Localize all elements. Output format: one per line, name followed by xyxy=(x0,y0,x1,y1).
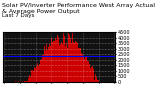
Bar xyxy=(85,56,86,82)
Bar xyxy=(83,57,84,82)
Bar xyxy=(81,53,82,82)
Bar xyxy=(28,78,29,82)
Bar xyxy=(97,80,98,82)
Bar xyxy=(33,71,34,82)
Bar xyxy=(57,35,58,82)
Bar xyxy=(62,44,63,82)
Bar xyxy=(52,42,53,82)
Bar xyxy=(59,45,60,82)
Bar xyxy=(76,42,77,82)
Bar xyxy=(88,61,89,82)
Bar xyxy=(54,41,55,82)
Bar xyxy=(67,48,68,82)
Text: Solar PV/Inverter Performance West Array Actual & Average Power Output: Solar PV/Inverter Performance West Array… xyxy=(2,3,155,14)
Bar xyxy=(40,60,41,82)
Bar xyxy=(60,44,61,82)
Bar xyxy=(48,47,49,82)
Bar xyxy=(75,41,76,82)
Bar xyxy=(90,68,91,82)
Bar xyxy=(24,81,25,82)
Bar xyxy=(43,56,44,82)
Bar xyxy=(72,33,73,82)
Bar xyxy=(44,46,45,82)
Bar xyxy=(42,55,43,82)
Bar xyxy=(51,38,52,82)
Bar xyxy=(53,41,54,82)
Text: Last 7 Days: Last 7 Days xyxy=(2,13,34,18)
Bar xyxy=(38,66,39,82)
Bar xyxy=(87,61,88,82)
Bar xyxy=(91,67,92,82)
Bar xyxy=(69,35,70,82)
Bar xyxy=(95,74,96,82)
Bar xyxy=(78,48,79,82)
Bar xyxy=(45,50,46,82)
Bar xyxy=(55,34,56,82)
Bar xyxy=(35,68,36,82)
Bar xyxy=(26,81,27,82)
Bar xyxy=(66,43,67,82)
Bar xyxy=(34,67,35,82)
Bar xyxy=(41,59,42,82)
Bar xyxy=(46,44,47,82)
Bar xyxy=(30,77,31,82)
Bar xyxy=(68,32,69,82)
Bar xyxy=(80,48,81,82)
Bar xyxy=(65,46,66,82)
Bar xyxy=(36,66,37,82)
Bar xyxy=(39,64,40,82)
Bar xyxy=(74,43,75,82)
Bar xyxy=(86,57,87,82)
Bar xyxy=(29,75,30,82)
Bar xyxy=(50,46,51,82)
Bar xyxy=(58,37,59,82)
Bar xyxy=(25,81,26,82)
Bar xyxy=(22,81,23,82)
Bar xyxy=(37,63,38,82)
Bar xyxy=(94,80,95,82)
Bar xyxy=(70,38,71,82)
Bar xyxy=(27,81,28,82)
Bar xyxy=(79,48,80,82)
Bar xyxy=(77,43,78,82)
Bar xyxy=(56,40,57,82)
Bar xyxy=(71,43,72,82)
Bar xyxy=(18,81,19,82)
Bar xyxy=(92,71,93,82)
Bar xyxy=(82,54,83,82)
Bar xyxy=(31,70,32,82)
Bar xyxy=(64,36,65,82)
Bar xyxy=(98,80,99,82)
Bar xyxy=(32,70,33,82)
Bar xyxy=(96,77,97,82)
Bar xyxy=(63,33,64,82)
Bar xyxy=(84,59,85,82)
Bar xyxy=(89,64,90,82)
Bar xyxy=(73,42,74,82)
Bar xyxy=(93,70,94,82)
Bar xyxy=(49,44,50,82)
Bar xyxy=(61,42,62,82)
Bar xyxy=(47,50,48,82)
